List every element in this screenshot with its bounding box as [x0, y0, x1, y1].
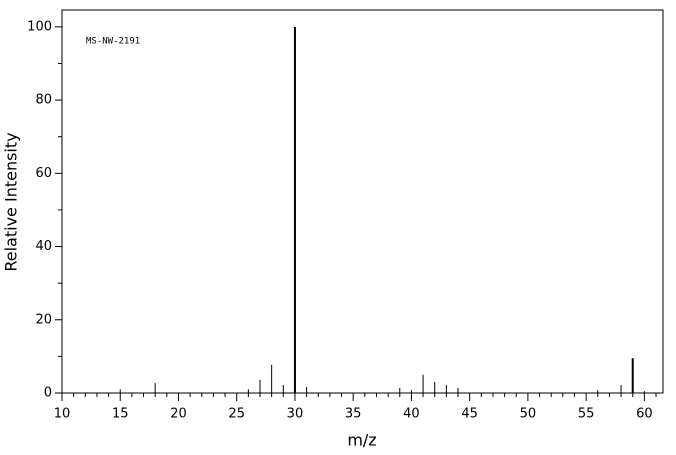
- x-tick-label: 35: [345, 407, 362, 422]
- y-tick-label: 60: [35, 166, 52, 181]
- x-tick-label: 50: [520, 407, 537, 422]
- x-tick-label: 10: [54, 407, 71, 422]
- x-tick-label: 55: [578, 407, 595, 422]
- y-axis-label: Relative Intensity: [2, 132, 21, 271]
- x-tick-label: 30: [287, 407, 304, 422]
- x-tick-label: 20: [170, 407, 187, 422]
- x-tick-label: 60: [636, 407, 653, 422]
- y-tick-label: 80: [35, 93, 52, 108]
- x-tick-label: 40: [403, 407, 420, 422]
- x-tick-label: 15: [112, 407, 129, 422]
- x-tick-label: 45: [461, 407, 478, 422]
- y-tick-label: 100: [27, 19, 52, 34]
- plot-frame: [61, 9, 664, 394]
- y-tick-label: 40: [35, 239, 52, 254]
- x-tick-label: 25: [228, 407, 245, 422]
- y-tick-label: 0: [44, 386, 52, 401]
- annotation: MS-NW-2191: [86, 37, 140, 47]
- y-tick-label: 20: [35, 312, 52, 327]
- x-axis-label: m/z: [347, 431, 376, 450]
